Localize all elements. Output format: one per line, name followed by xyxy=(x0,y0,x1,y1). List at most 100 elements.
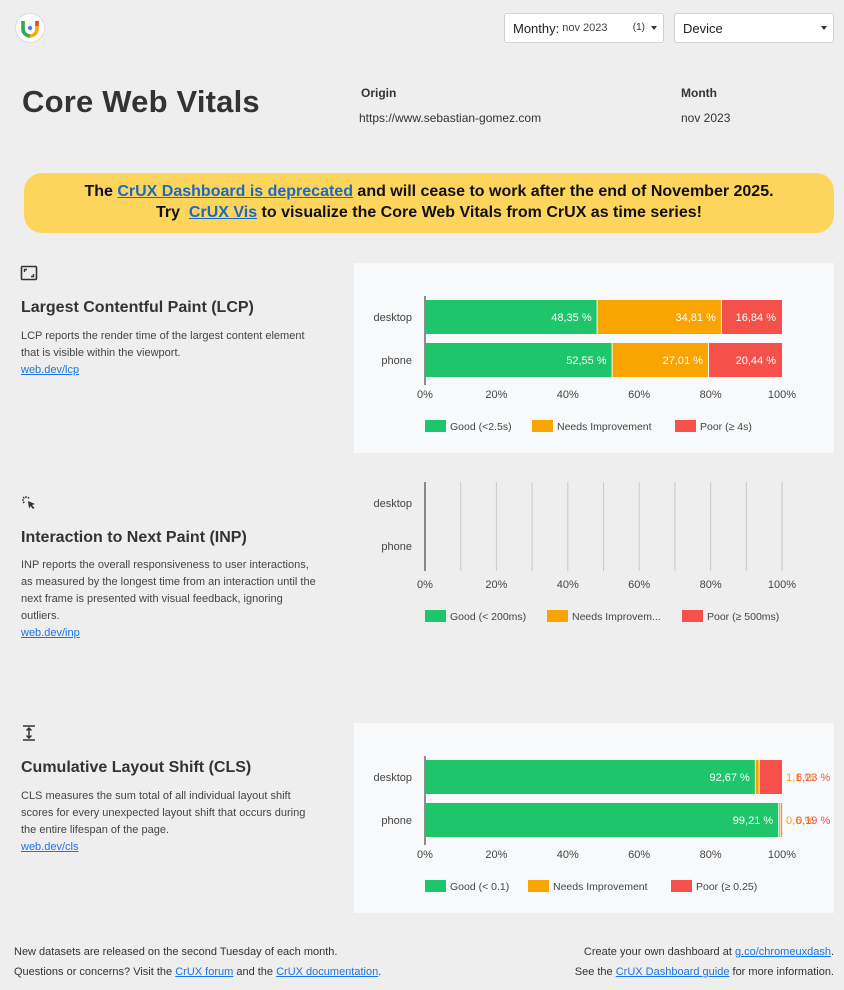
app-logo xyxy=(16,14,44,42)
deprecation-link[interactable]: CrUX Dashboard is deprecated xyxy=(117,183,353,200)
footer-release-note: New datasets are released on the second … xyxy=(14,946,338,958)
legend-swatch-2 xyxy=(675,420,696,432)
tick-label-0: 0% xyxy=(417,849,433,861)
data-label-desktop-0: 92,67 % xyxy=(709,772,750,784)
lcp-chart: desktop 48,35 % 34,81 % 16,84 % phone 52,55 %… xyxy=(354,263,834,453)
tick-label-3: 60% xyxy=(628,579,650,591)
cls-description-text: CLS measures the sum total of all indivi… xyxy=(21,790,306,836)
tick-label-3: 60% xyxy=(628,849,650,861)
data-label-desktop-1: 1,1 % xyxy=(786,772,814,784)
chevron-down-icon xyxy=(651,26,657,30)
cls-chart: desktop 92,67 % 1,1 % 6,23 % phone 99,21 % 0,6… xyxy=(354,723,834,913)
lcp-chart-svg: desktop 48,35 % 34,81 % 16,84 % phone 52,55 %… xyxy=(373,296,796,433)
tick-label-1: 20% xyxy=(485,849,507,861)
data-label-phone-1: 0,6 % xyxy=(786,815,814,827)
inp-chart: desktop phone 0% 20% 40% 60% 80% 100% Good (< 20… xyxy=(354,453,834,643)
crux-docs-link[interactable]: CrUX documentation xyxy=(276,966,379,978)
tick-label-5: 100% xyxy=(768,389,796,401)
crux-forum-link[interactable]: CrUX forum xyxy=(175,966,234,978)
legend-label-1[interactable]: Needs Improvement xyxy=(557,421,652,433)
footer-text: . xyxy=(378,966,382,978)
tick-label-0: 0% xyxy=(417,389,433,401)
bar-segment-phone-2[interactable] xyxy=(709,343,782,377)
tick-label-0: 0% xyxy=(417,579,433,591)
legend-swatch-1 xyxy=(547,610,568,622)
legend-swatch-1 xyxy=(528,880,549,892)
origin-value: https://www.sebastian-gomez.com xyxy=(359,111,542,125)
footer-create: Create your own dashboard at g.co/chrome… xyxy=(575,942,834,962)
legend-swatch-0 xyxy=(425,610,446,622)
layout-shift-icon xyxy=(20,724,38,742)
legend-label-0[interactable]: Good (< 200ms) xyxy=(450,611,526,623)
bar-segment-phone-1[interactable] xyxy=(779,803,781,837)
bar-segment-desktop-0[interactable] xyxy=(425,300,597,334)
lcp-description-text: LCP reports the render time of the large… xyxy=(21,330,305,359)
lcp-description: LCP reports the render time of the large… xyxy=(21,328,321,379)
month-filter[interactable]: Monthy: nov 2023 (1) xyxy=(504,13,664,43)
legend-label-2[interactable]: Poor (≥ 500ms) xyxy=(707,611,779,623)
data-label-phone-2: 0,19 % xyxy=(796,815,830,827)
legend-label-1[interactable]: Needs Improvem... xyxy=(572,611,661,623)
lcp-link[interactable]: web.dev/lcp xyxy=(21,364,80,376)
inp-description: INP reports the overall responsiveness t… xyxy=(21,557,321,642)
origin-label: Origin xyxy=(361,86,397,100)
footer-text: for more information. xyxy=(729,966,835,978)
crux-vis-link[interactable]: CrUX Vis xyxy=(188,204,258,221)
bar-segment-desktop-2[interactable] xyxy=(759,760,782,794)
inp-title: Interaction to Next Paint (INP) xyxy=(21,529,247,546)
legend-label-1[interactable]: Needs Improvement xyxy=(553,881,648,893)
month-filter-label: Monthy: xyxy=(513,20,560,36)
banner-line-1: The CrUX Dashboard is deprecated and wil… xyxy=(24,181,834,202)
tick-label-1: 20% xyxy=(485,389,507,401)
bar-segment-phone-1[interactable] xyxy=(612,343,709,377)
bar-segment-phone-2[interactable] xyxy=(781,803,783,837)
data-label-phone-1: 27,01 % xyxy=(663,355,704,367)
footer-text: Questions or concerns? Visit the xyxy=(14,966,176,978)
data-label-desktop-2: 6,23 % xyxy=(796,772,830,784)
bar-segment-phone-0[interactable] xyxy=(425,803,779,837)
tick-label-5: 100% xyxy=(768,849,796,861)
footer-text: . xyxy=(830,946,834,958)
inp-chart-svg: desktop phone 0% 20% 40% 60% 80% 100% Good (< 20… xyxy=(373,482,796,623)
legend-swatch-2 xyxy=(682,610,703,622)
tick-label-2: 40% xyxy=(557,579,579,591)
legend-label-2[interactable]: Poor (≥ 4s) xyxy=(700,421,752,433)
cls-description: CLS measures the sum total of all indivi… xyxy=(21,788,321,856)
device-filter[interactable]: Device xyxy=(674,13,834,43)
cls-title: Cumulative Layout Shift (CLS) xyxy=(21,759,252,776)
legend-label-0[interactable]: Good (<2.5s) xyxy=(450,421,512,433)
data-label-phone-0: 99,21 % xyxy=(733,815,774,827)
tick-label-5: 100% xyxy=(768,579,796,591)
legend-swatch-0 xyxy=(425,880,446,892)
cls-chart-svg: desktop 92,67 % 1,1 %6,23 % phone 99,21 % 0,6… xyxy=(373,756,830,893)
legend-swatch-0 xyxy=(425,420,446,432)
cls-link[interactable]: web.dev/cls xyxy=(21,841,79,853)
tick-label-2: 40% xyxy=(557,849,579,861)
data-label-desktop-1: 34,81 % xyxy=(676,312,717,324)
tick-label-1: 20% xyxy=(485,579,507,591)
data-label-phone-0: 52,55 % xyxy=(566,355,607,367)
tick-label-4: 80% xyxy=(700,849,722,861)
legend-label-2[interactable]: Poor (≥ 0.25) xyxy=(696,881,757,893)
category-label-phone: phone xyxy=(381,815,412,827)
bar-segment-desktop-1[interactable] xyxy=(597,300,721,334)
inp-link[interactable]: web.dev/inp xyxy=(21,627,80,639)
bar-segment-desktop-0[interactable] xyxy=(425,760,755,794)
category-label-phone: phone xyxy=(381,541,412,553)
banner-text: to visualize the Core Web Vitals from Cr… xyxy=(257,204,702,221)
chromeuxdash-link[interactable]: g.co/chromeuxdash xyxy=(734,946,831,958)
bar-segment-desktop-2[interactable] xyxy=(721,300,782,334)
tick-label-2: 40% xyxy=(557,389,579,401)
tick-label-4: 80% xyxy=(700,389,722,401)
legend-label-0[interactable]: Good (< 0.1) xyxy=(450,881,509,893)
bar-segment-phone-0[interactable] xyxy=(425,343,612,377)
interaction-icon xyxy=(20,494,38,512)
category-label-desktop: desktop xyxy=(373,498,412,510)
page-title: Core Web Vitals xyxy=(22,84,260,119)
footer-guide: See the CrUX Dashboard guide for more in… xyxy=(575,962,834,982)
dashboard-guide-link[interactable]: CrUX Dashboard guide xyxy=(615,966,730,978)
footer-right: Create your own dashboard at g.co/chrome… xyxy=(575,942,834,982)
bar-segment-desktop-1[interactable] xyxy=(755,760,759,794)
lcp-title: Largest Contentful Paint (LCP) xyxy=(21,299,254,316)
device-filter-value: Device xyxy=(683,20,723,36)
